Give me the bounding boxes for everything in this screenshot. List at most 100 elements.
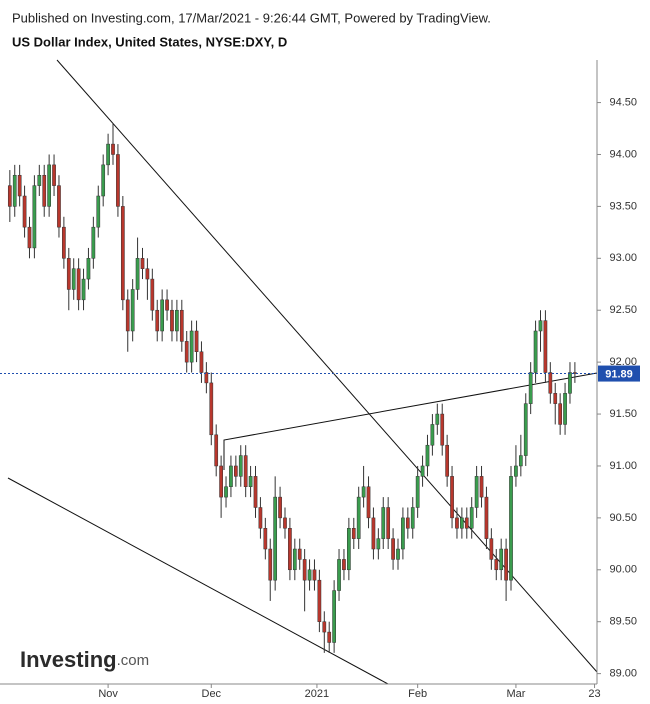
candle-body xyxy=(135,258,140,290)
watermark-brand: Investing xyxy=(20,647,117,672)
candle-body xyxy=(337,559,341,591)
candle-body xyxy=(248,476,253,487)
candle-body xyxy=(450,476,454,519)
candle-body xyxy=(292,548,297,571)
candle-body xyxy=(386,507,391,539)
candle-body xyxy=(548,372,553,394)
candle-body xyxy=(184,341,189,363)
candle-body xyxy=(175,309,179,332)
candle-body xyxy=(170,309,174,332)
candle-body xyxy=(140,258,145,269)
candle-body xyxy=(278,496,282,519)
candle-body xyxy=(553,393,558,404)
candle-body xyxy=(415,476,420,508)
trendline xyxy=(223,372,598,470)
candle-body xyxy=(479,476,484,498)
chart-title: US Dollar Index, United States, NYSE:DXY… xyxy=(12,34,287,49)
candle-body xyxy=(283,517,287,529)
candle-body xyxy=(224,486,228,498)
candle-body xyxy=(558,403,562,425)
candle-body xyxy=(504,548,508,581)
candle-body xyxy=(464,517,469,529)
candle-body xyxy=(302,559,307,581)
y-tick-label: 89.50 xyxy=(609,616,637,628)
candle-body xyxy=(47,164,51,207)
candle-body xyxy=(189,330,194,363)
candle-body xyxy=(199,351,204,373)
candle-body xyxy=(366,486,371,519)
candle-body xyxy=(288,528,292,571)
y-tick-label: 92.00 xyxy=(609,356,637,368)
x-tick-label: 2021 xyxy=(305,688,329,700)
y-tick-label: 93.50 xyxy=(609,200,637,212)
candle-body xyxy=(253,476,258,508)
candle-body xyxy=(317,579,322,622)
candle-body xyxy=(563,393,567,425)
last-price-box xyxy=(598,365,640,382)
candle-body xyxy=(81,278,86,301)
candle-body xyxy=(435,413,440,425)
candle-body xyxy=(52,164,56,186)
x-tick-label: Mar xyxy=(506,688,525,700)
candle-body xyxy=(106,143,110,166)
candle-body xyxy=(27,226,32,249)
trendlines xyxy=(7,59,598,685)
x-tick-label: 23 xyxy=(588,688,600,700)
candle-body xyxy=(322,621,327,633)
candle-body xyxy=(258,507,263,529)
published-note: Published on Investing.com, 17/Mar/2021 … xyxy=(12,10,491,25)
candle-body xyxy=(204,372,209,384)
candle-body xyxy=(356,496,361,539)
watermark-suffix: .com xyxy=(117,652,150,669)
candle-body xyxy=(489,538,494,560)
candle-body xyxy=(297,548,302,560)
candle-body xyxy=(376,538,381,550)
candle-body xyxy=(371,517,376,550)
y-tick-label: 90.00 xyxy=(609,564,637,576)
candle-body xyxy=(347,528,351,571)
y-tick-label: 93.00 xyxy=(609,252,637,264)
candle-body xyxy=(543,320,548,373)
candle-body xyxy=(509,476,513,581)
candle-body xyxy=(71,268,76,290)
candle-body xyxy=(342,559,346,571)
candle-body xyxy=(76,268,81,301)
candle-body xyxy=(273,496,278,581)
candle-body xyxy=(209,382,214,436)
y-tick-label: 92.50 xyxy=(609,304,637,316)
candle-body xyxy=(238,455,243,477)
x-tick-label: Nov xyxy=(98,688,118,700)
y-tick-label: 91.00 xyxy=(609,460,637,472)
candle-body xyxy=(499,548,504,571)
candle-body xyxy=(528,372,533,404)
candle-body xyxy=(165,299,169,311)
candle-body xyxy=(518,455,523,467)
y-tick-label: 94.00 xyxy=(609,148,637,160)
candle-body xyxy=(229,465,233,487)
candle-body xyxy=(361,486,366,498)
candle-body xyxy=(111,143,115,155)
candle-body xyxy=(150,278,155,311)
candle-body xyxy=(307,569,312,581)
candle-body xyxy=(474,476,479,508)
candle-body xyxy=(42,174,47,207)
candle-body xyxy=(155,309,160,332)
candle-body xyxy=(401,517,405,550)
last-price-label: 91.89 xyxy=(605,368,633,380)
candle-body xyxy=(243,455,248,487)
candle-body xyxy=(420,465,425,477)
candle-body xyxy=(332,590,336,643)
y-tick-label: 94.50 xyxy=(609,96,637,108)
candle-body xyxy=(32,185,37,249)
candle-body xyxy=(263,528,268,550)
trendline xyxy=(56,59,598,673)
candle-body xyxy=(396,548,400,560)
candle-body xyxy=(410,507,415,529)
candle-body xyxy=(523,403,528,456)
candle-body xyxy=(445,444,449,477)
y-tick-label: 89.00 xyxy=(609,668,637,680)
candle-body xyxy=(160,299,164,332)
candle-body xyxy=(12,174,17,207)
watermark: Investing.com xyxy=(20,647,149,672)
